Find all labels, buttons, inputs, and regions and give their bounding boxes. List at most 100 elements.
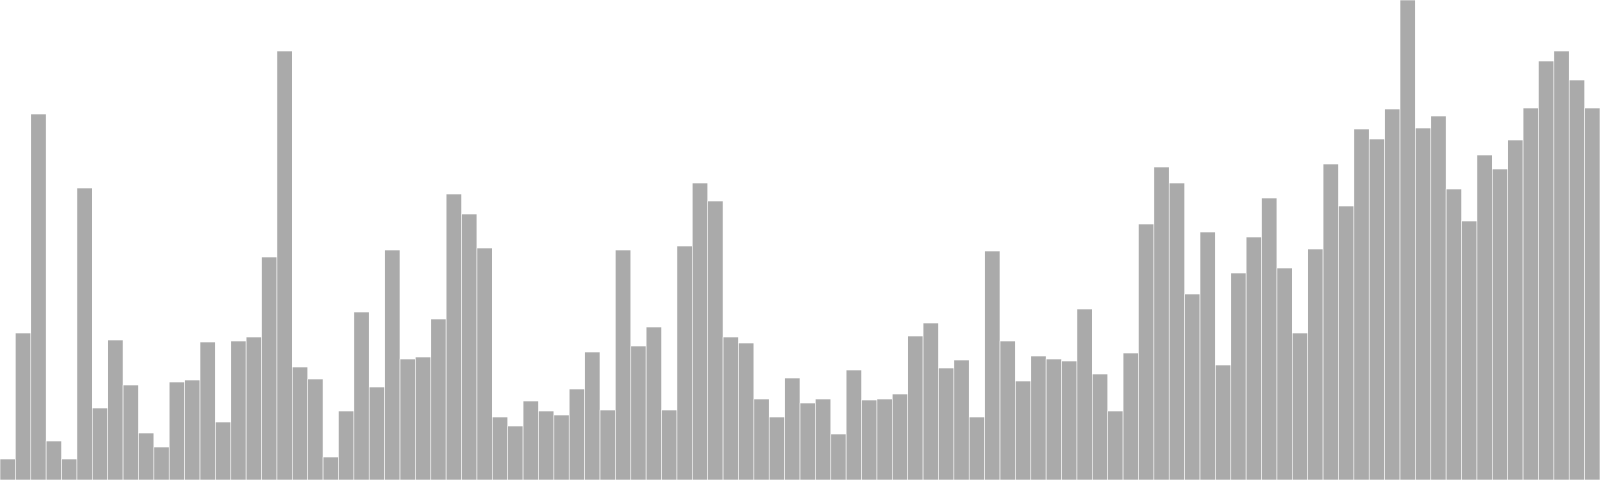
bar-63 [968,416,985,480]
bar-60 [922,322,939,480]
bar-64 [984,250,1001,480]
bar-83 [1276,267,1293,480]
bar-50 [768,416,785,480]
bar-90 [1384,108,1401,480]
bar-93 [1430,115,1447,480]
bar-55 [845,369,862,480]
bar-85 [1307,248,1324,480]
bar-86 [1322,163,1339,480]
bar-4 [61,458,78,480]
bar-37 [568,388,585,480]
bar-80 [1230,272,1247,480]
bar-23 [353,311,370,480]
bar-7 [107,339,124,480]
bar-5 [76,187,93,480]
bar-101 [1553,50,1570,480]
bar-41 [630,345,647,480]
bar-18 [276,50,293,480]
bar-67 [1030,355,1047,480]
bar-100 [1538,60,1555,480]
bar-91 [1399,0,1416,480]
bar-56 [861,399,878,480]
bar-70 [1076,308,1093,480]
bar-102 [1568,79,1585,480]
bar-49 [753,398,770,480]
bar-34 [522,400,539,480]
bar-59 [907,335,924,480]
bar-0 [0,458,16,480]
bar-3 [45,440,62,480]
bar-20 [307,378,324,480]
bar-88 [1353,128,1370,480]
bar-15 [230,340,247,480]
bar-69 [1061,360,1078,480]
bar-40 [615,249,632,480]
bar-54 [830,433,847,480]
bar-66 [1015,380,1032,480]
bar-14 [215,421,232,480]
bar-45 [692,182,708,480]
bar-48 [738,342,755,480]
bar-71 [1092,373,1108,480]
bar-24 [368,386,385,480]
bar-6 [92,407,108,480]
bar-84 [1292,332,1308,480]
bar-21 [322,456,339,480]
bar-58 [892,393,908,480]
bar-1 [15,332,32,480]
bar-68 [1045,358,1062,480]
bar-52 [799,402,816,480]
bar-89 [1368,138,1385,480]
bar-38 [584,351,601,480]
bar-42 [645,326,662,480]
bar-8 [122,384,139,480]
bar-30 [461,213,478,480]
bar-16 [245,336,262,480]
bar-33 [507,425,524,480]
bar-51 [784,377,801,480]
bar-29 [445,193,462,480]
bar-92 [1415,127,1432,480]
bar-9 [138,432,155,480]
bar-82 [1261,197,1278,480]
bar-26 [399,358,416,480]
bar-25 [384,249,401,480]
bar-2 [30,113,47,480]
bar-13 [199,341,216,480]
bar-19 [292,366,308,480]
bar-75 [1153,166,1170,480]
bar-39 [599,409,616,480]
bar-17 [261,256,278,480]
bar-76 [1168,182,1185,480]
bar-11 [168,381,185,480]
bar-73 [1122,352,1139,480]
bar-98 [1507,139,1524,480]
bar-79 [1215,364,1232,480]
bar-77 [1184,293,1201,480]
bar-53 [815,398,832,480]
bar-46 [707,200,724,480]
bar-27 [415,356,432,480]
bar-36 [553,414,570,480]
bar-65 [999,340,1016,480]
bar-61 [938,367,955,480]
bar-72 [1107,410,1124,480]
bar-96 [1476,154,1493,480]
bar-22 [338,410,355,480]
bar-43 [661,409,678,480]
bar-87 [1338,205,1355,480]
bar-12 [184,379,201,480]
bar-31 [476,247,493,480]
bar-10 [153,446,170,480]
bar-97 [1492,168,1508,480]
bar-62 [953,359,970,480]
bar-95 [1461,220,1478,480]
bar-32 [492,416,508,480]
bar-47 [722,336,739,480]
bar-28 [430,318,447,480]
bar-57 [876,398,893,480]
bar-74 [1138,223,1155,480]
bar-78 [1199,231,1216,480]
